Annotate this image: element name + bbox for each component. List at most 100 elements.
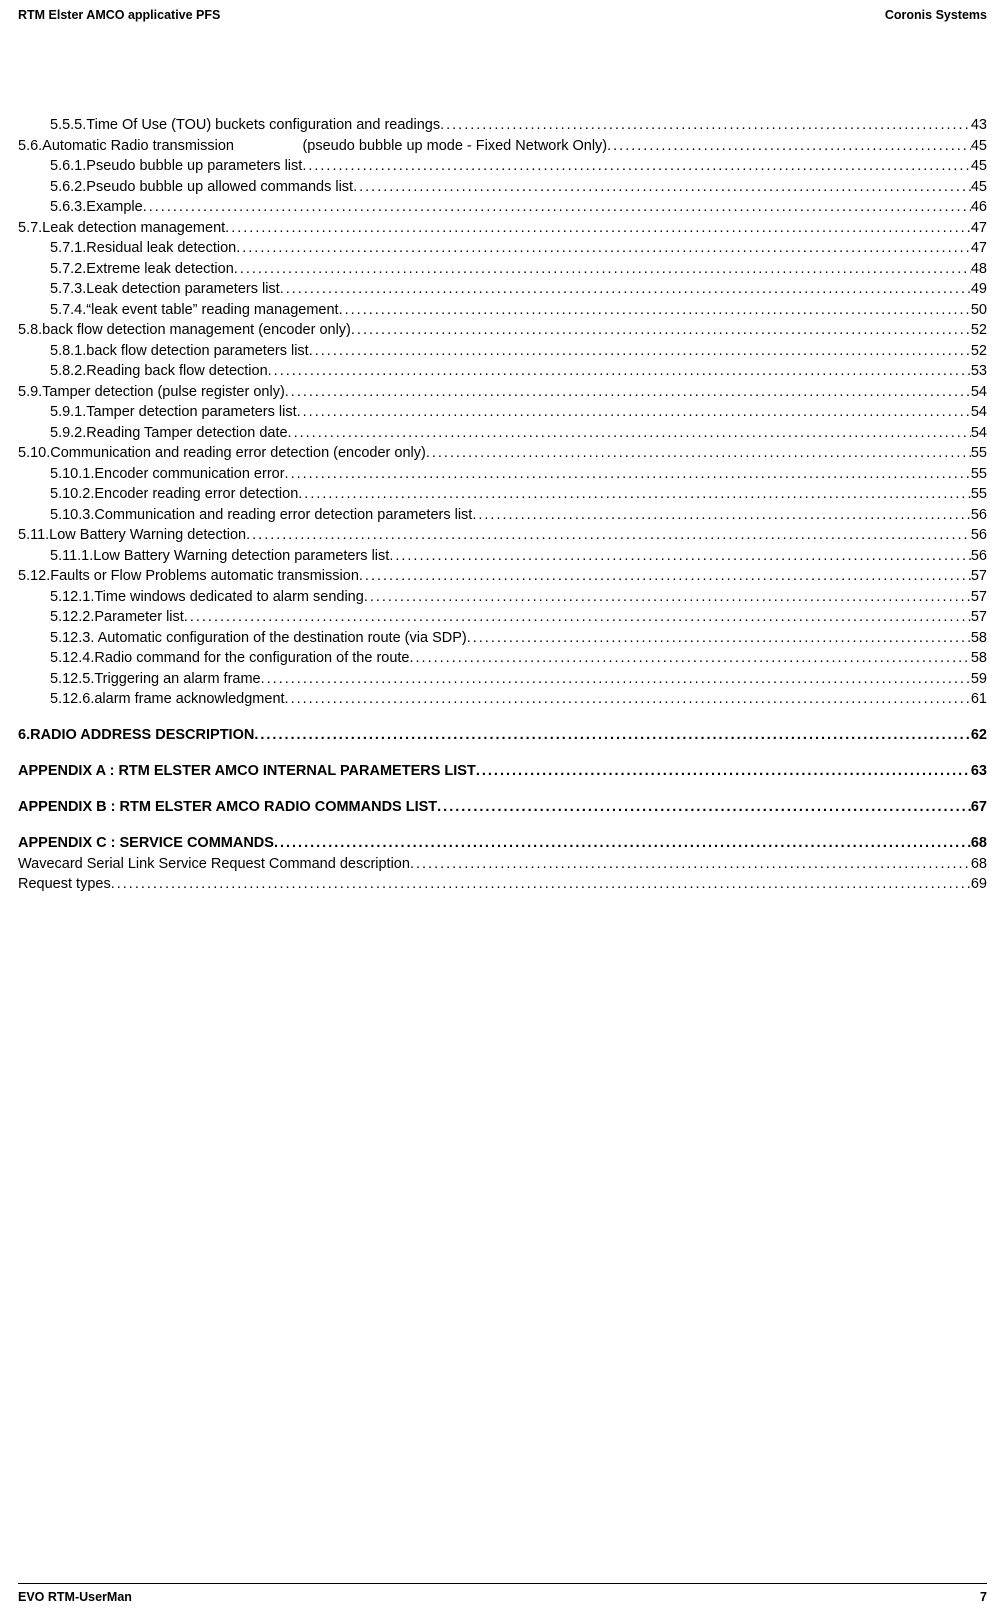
toc-entry: 5.12.6.alarm frame acknowledgment 61 — [18, 691, 987, 707]
toc-label: 5.12.5.Triggering an alarm frame — [50, 671, 261, 687]
toc-entry: 5.6.3.Example46 — [18, 199, 987, 215]
toc-page-number: 45 — [971, 179, 987, 195]
toc-page-number: 54 — [971, 384, 987, 400]
toc-page-number: 63 — [971, 763, 987, 779]
toc-entry: 5.12.Faults or Flow Problems automatic t… — [18, 568, 987, 584]
toc-leader-dots — [246, 527, 971, 543]
toc-entry: 5.8.back flow detection management (enco… — [18, 322, 987, 338]
toc-label: APPENDIX C : SERVICE COMMANDS — [18, 835, 274, 851]
toc-page-number: 43 — [971, 117, 987, 133]
toc-page-number: 57 — [971, 609, 987, 625]
toc-page-number: 45 — [971, 138, 987, 154]
toc-label: 5.10.1.Encoder communication error — [50, 466, 285, 482]
toc-page-number: 67 — [971, 799, 987, 815]
toc-label: 5.6.1.Pseudo bubble up parameters list — [50, 158, 302, 174]
toc-entry: 5.7.Leak detection management47 — [18, 220, 987, 236]
toc-entry: 5.10.Communication and reading error det… — [18, 445, 987, 461]
toc-label: 5.9.2.Reading Tamper detection date — [50, 425, 288, 441]
toc-label: 5.7.4.“leak event table” reading managem… — [50, 302, 339, 318]
toc-label: 5.12.Faults or Flow Problems automatic t… — [18, 568, 359, 584]
toc-entry: 5.11.1.Low Battery Warning detection par… — [18, 548, 987, 564]
toc-entry: 5.5.5.Time Of Use (TOU) buckets configur… — [18, 117, 987, 133]
toc-entry: 5.6.2.Pseudo bubble up allowed commands … — [18, 179, 987, 195]
toc-label: 5.10.3.Communication and reading error d… — [50, 507, 472, 523]
toc-entry: 5.6.1.Pseudo bubble up parameters list 45 — [18, 158, 987, 174]
toc-entry: 5.8.1.back flow detection parameters lis… — [18, 343, 987, 359]
toc-leader-dots — [410, 856, 971, 872]
toc-leader-dots — [426, 445, 971, 461]
toc-page-number: 55 — [971, 486, 987, 502]
toc-page-number: 49 — [971, 281, 987, 297]
toc-entry: 5.7.3.Leak detection parameters list 49 — [18, 281, 987, 297]
toc-entry: 5.12.3. Automatic configuration of the d… — [18, 630, 987, 646]
toc-page-number: 61 — [971, 691, 987, 707]
toc-page-number: 56 — [971, 527, 987, 543]
toc-entry: 5.7.1.Residual leak detection 47 — [18, 240, 987, 256]
toc-page-number: 59 — [971, 671, 987, 687]
toc-entry: 5.10.1.Encoder communication error55 — [18, 466, 987, 482]
toc-label: APPENDIX A : RTM ELSTER AMCO INTERNAL PA… — [18, 763, 476, 779]
toc-page-number: 68 — [971, 856, 987, 872]
toc-page-number: 69 — [971, 876, 987, 892]
footer-left: EVO RTM-UserMan — [18, 1590, 132, 1604]
toc-entry: Request types 69 — [18, 876, 987, 892]
toc-label: 5.12.4.Radio command for the configurati… — [50, 650, 410, 666]
toc-label: APPENDIX B : RTM ELSTER AMCO RADIO COMMA… — [18, 799, 437, 815]
toc-leader-dots — [254, 727, 971, 743]
toc-label: 5.6.Automatic Radio transmission (pseudo… — [18, 138, 607, 154]
toc-label: 5.8.1.back flow detection parameters lis… — [50, 343, 309, 359]
toc-page-number: 45 — [971, 158, 987, 174]
toc-entry: 5.9.2.Reading Tamper detection date 54 — [18, 425, 987, 441]
toc-leader-dots — [280, 281, 971, 297]
toc-label: 5.7.3.Leak detection parameters list — [50, 281, 280, 297]
toc-label: 5.12.6.alarm frame acknowledgment — [50, 691, 285, 707]
toc-leader-dots — [236, 240, 971, 256]
toc-leader-dots — [285, 466, 971, 482]
toc-page-number: 47 — [971, 240, 987, 256]
toc-label: 5.9.1.Tamper detection parameters list — [50, 404, 297, 420]
toc-leader-dots — [184, 609, 971, 625]
toc-label: 5.11.1.Low Battery Warning detection par… — [50, 548, 389, 564]
toc-page-number: 52 — [971, 343, 987, 359]
toc-entry: 5.11.Low Battery Warning detection56 — [18, 527, 987, 543]
toc-leader-dots — [143, 199, 971, 215]
toc-leader-dots — [467, 630, 971, 646]
toc-label: 5.10.2.Encoder reading error detection — [50, 486, 298, 502]
toc-entry: 5.12.4.Radio command for the configurati… — [18, 650, 987, 666]
toc-leader-dots — [288, 425, 971, 441]
toc-page-number: 56 — [971, 507, 987, 523]
toc-label: 5.12.2.Parameter list — [50, 609, 184, 625]
toc-page-number: 54 — [971, 425, 987, 441]
toc-leader-dots — [410, 650, 971, 666]
toc-leader-dots — [389, 548, 971, 564]
page-header: RTM Elster AMCO applicative PFS Coronis … — [0, 0, 1005, 27]
toc-page-number: 56 — [971, 548, 987, 564]
toc-page-number: 62 — [971, 727, 987, 743]
toc-leader-dots — [234, 261, 971, 277]
toc-page-number: 58 — [971, 630, 987, 646]
toc-leader-dots — [111, 876, 971, 892]
toc-entry: 5.7.2.Extreme leak detection48 — [18, 261, 987, 277]
toc-entry: 5.9.Tamper detection (pulse register onl… — [18, 384, 987, 400]
toc-leader-dots — [285, 691, 971, 707]
header-left: RTM Elster AMCO applicative PFS — [18, 8, 220, 22]
toc-page-number: 47 — [971, 220, 987, 236]
toc-leader-dots — [339, 302, 971, 318]
toc-leader-dots — [268, 363, 971, 379]
toc-entry: 5.7.4.“leak event table” reading managem… — [18, 302, 987, 318]
toc-label: Wavecard Serial Link Service Request Com… — [18, 856, 410, 872]
header-right: Coronis Systems — [885, 8, 987, 22]
toc-entry: 5.10.2.Encoder reading error detection 55 — [18, 486, 987, 502]
toc-leader-dots — [225, 220, 971, 236]
toc-page-number: 53 — [971, 363, 987, 379]
toc-page-number: 57 — [971, 568, 987, 584]
toc-leader-dots — [274, 835, 971, 851]
toc-label: Request types — [18, 876, 111, 892]
toc-leader-dots — [440, 117, 971, 133]
toc-label: 5.7.1.Residual leak detection — [50, 240, 236, 256]
toc-leader-dots — [351, 322, 971, 338]
toc-entry: 5.12.1.Time windows dedicated to alarm s… — [18, 589, 987, 605]
toc-label: 5.6.3.Example — [50, 199, 143, 215]
toc-page-number: 55 — [971, 445, 987, 461]
toc-leader-dots — [472, 507, 971, 523]
